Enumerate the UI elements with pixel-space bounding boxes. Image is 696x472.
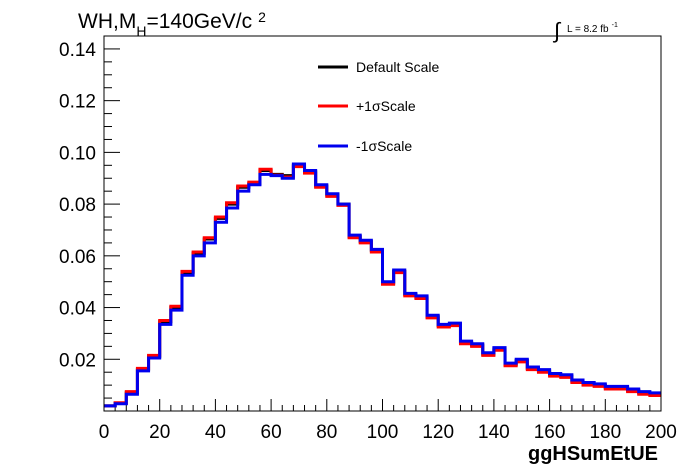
x-tick-label: 140 bbox=[478, 422, 510, 443]
x-axis-label: ggHSumEtUE bbox=[528, 443, 658, 465]
title-rest: =140GeV/c bbox=[146, 10, 252, 33]
x-tick-label: 100 bbox=[367, 422, 399, 443]
chart-title: WH,MH=140GeV/c 2 bbox=[78, 9, 266, 39]
x-tick-label: 120 bbox=[422, 422, 454, 443]
lumi-superscript: -1 bbox=[612, 22, 618, 29]
x-tick-label: 0 bbox=[99, 422, 110, 443]
series-plus1sigma-scale bbox=[104, 165, 661, 408]
lumi-label: L = 8.2 fb -1 bbox=[567, 22, 618, 35]
title-superscript: 2 bbox=[258, 9, 266, 25]
x-tick-label: 180 bbox=[589, 422, 621, 443]
x-tick-label: 80 bbox=[316, 422, 337, 443]
x-tick-label: 20 bbox=[149, 422, 170, 443]
lumi-integral-sign: ∫ bbox=[552, 18, 562, 43]
x-tick-label: 40 bbox=[205, 422, 226, 443]
y-tick-label: 0.12 bbox=[59, 92, 96, 113]
plot-frame bbox=[103, 35, 662, 412]
y-tick-label: 0.04 bbox=[59, 299, 96, 320]
legend-label-minus1sigma: -1σScale bbox=[356, 138, 412, 154]
y-tick-label: 0.14 bbox=[59, 40, 96, 61]
tick-labels: 0 20 40 60 80 100 120 140 160 180 200 0.02 0.04 0.06 0… bbox=[59, 40, 677, 443]
x-tick-label: 160 bbox=[534, 422, 566, 443]
title-subscript: H bbox=[136, 23, 146, 39]
lumi-text: L = 8.2 fb bbox=[567, 24, 609, 35]
y-tick-label: 0.06 bbox=[59, 247, 96, 268]
y-tick-label: 0.02 bbox=[59, 350, 96, 371]
series-layer bbox=[104, 162, 661, 408]
x-tick-label: 200 bbox=[645, 422, 677, 443]
legend-label-default: Default Scale bbox=[356, 59, 439, 75]
y-tick-label: 0.08 bbox=[59, 195, 96, 216]
legend-label-plus1sigma: +1σScale bbox=[356, 98, 416, 114]
legend: Default Scale +1σScale -1σScale bbox=[318, 59, 439, 154]
axis-ticks bbox=[103, 35, 662, 412]
series-minus1sigma-scale bbox=[104, 162, 661, 408]
title-main: WH,M bbox=[78, 10, 136, 33]
x-tick-label: 60 bbox=[261, 422, 282, 443]
y-tick-label: 0.10 bbox=[59, 143, 96, 164]
